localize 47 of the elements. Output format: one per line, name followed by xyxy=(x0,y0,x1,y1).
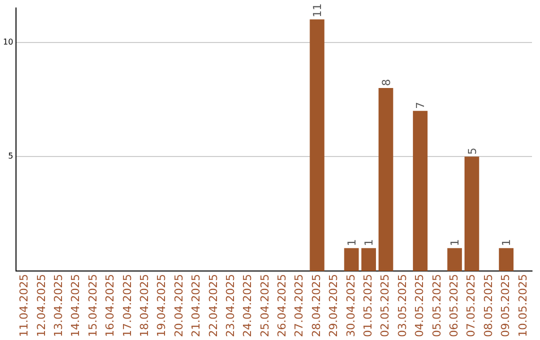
x-tick-label: 18.04.2025 xyxy=(138,274,151,338)
x-tick-label: 27.04.2025 xyxy=(292,274,306,338)
x-tick-label: 08.05.2025 xyxy=(482,274,495,338)
x-tick-label: 02.05.2025 xyxy=(378,274,392,338)
x-tick-label: 01.05.2025 xyxy=(362,274,375,338)
x-tick-label: 17.04.2025 xyxy=(120,274,134,338)
x-tick-label: 11.04.2025 xyxy=(18,274,31,338)
x-tick-label: 25.04.2025 xyxy=(258,274,272,338)
x-tick-label: 24.04.2025 xyxy=(241,274,254,338)
x-tick-label: 29.04.2025 xyxy=(327,274,340,338)
x-tick-label: 03.05.2025 xyxy=(396,274,409,338)
x-tick-label: 15.04.2025 xyxy=(86,274,100,338)
x-tick-label: 19.04.2025 xyxy=(155,274,168,338)
x-tick-label: 10.05.2025 xyxy=(516,274,530,338)
y-tick-label: 10 xyxy=(2,37,14,46)
data-label: 1 xyxy=(345,239,358,246)
bar xyxy=(447,248,462,272)
data-label: 1 xyxy=(500,239,514,246)
x-tick-label: 09.05.2025 xyxy=(499,274,512,338)
bar xyxy=(378,88,394,272)
data-label: 8 xyxy=(380,79,393,86)
bar xyxy=(412,110,428,272)
x-tick-label: 26.04.2025 xyxy=(276,274,289,338)
data-label: 1 xyxy=(448,239,462,246)
bar xyxy=(310,19,324,272)
x-tick-label: 20.04.2025 xyxy=(172,274,186,338)
x-tick-label: 06.05.2025 xyxy=(447,274,460,338)
x-tick-label: 22.04.2025 xyxy=(206,274,220,338)
x-tick-label: 07.05.2025 xyxy=(464,274,478,338)
x-tick-label: 13.04.2025 xyxy=(52,274,66,338)
bar xyxy=(344,248,359,272)
data-label: 7 xyxy=(414,102,428,109)
bar xyxy=(361,248,376,272)
x-tick-label: 21.04.2025 xyxy=(190,274,203,338)
bar xyxy=(498,248,514,272)
data-label: 1 xyxy=(362,239,376,246)
x-tick-label: 05.05.2025 xyxy=(430,274,444,338)
bar xyxy=(464,156,480,272)
x-tick-label: 12.04.2025 xyxy=(34,274,48,338)
x-tick-label: 04.05.2025 xyxy=(413,274,426,338)
x-tick-label: 14.04.2025 xyxy=(69,274,82,338)
x-tick-label: 28.04.2025 xyxy=(310,274,323,338)
x-tick-label: 23.04.2025 xyxy=(224,274,237,338)
data-label: 11 xyxy=(311,3,324,18)
x-tick-label: 30.04.2025 xyxy=(344,274,358,338)
data-label: 5 xyxy=(466,148,479,155)
x-tick-label: 16.04.2025 xyxy=(104,274,117,338)
